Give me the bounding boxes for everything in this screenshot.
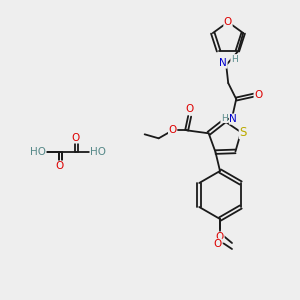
Text: N: N xyxy=(229,114,237,124)
Text: HO: HO xyxy=(30,147,46,157)
Text: O: O xyxy=(224,17,232,27)
Text: H: H xyxy=(231,55,238,64)
Text: O: O xyxy=(185,104,194,114)
Text: O: O xyxy=(72,133,80,143)
Text: O: O xyxy=(216,232,224,242)
Text: O: O xyxy=(254,90,262,100)
Text: HO: HO xyxy=(90,147,106,157)
Text: H: H xyxy=(221,114,228,123)
Text: O: O xyxy=(56,161,64,171)
Text: N: N xyxy=(219,58,227,68)
Text: O: O xyxy=(214,239,222,249)
Text: S: S xyxy=(239,126,247,139)
Text: O: O xyxy=(169,125,177,135)
